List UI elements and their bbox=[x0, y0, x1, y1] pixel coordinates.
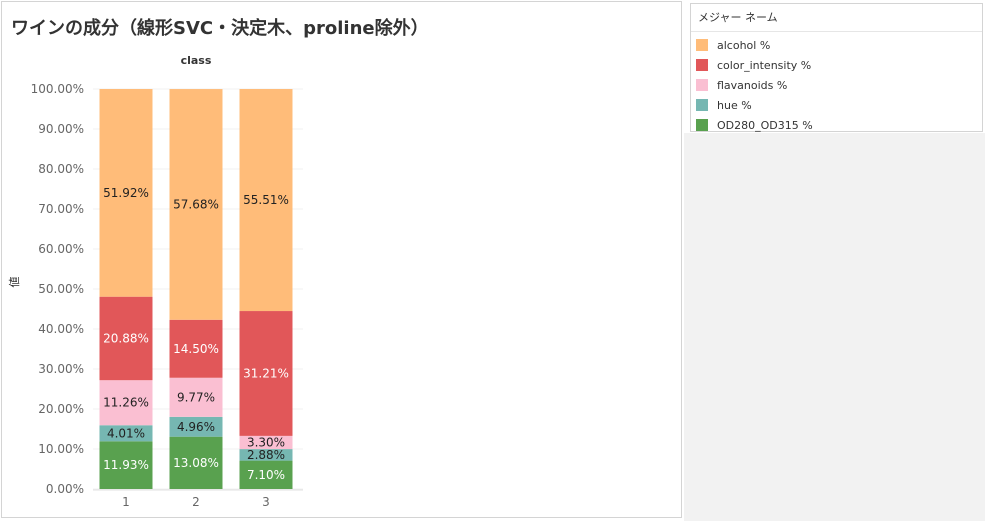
legend-swatch bbox=[696, 119, 708, 131]
data-label: 13.08% bbox=[173, 456, 219, 470]
legend-item-hue[interactable]: hue % bbox=[691, 95, 982, 115]
column-header: class bbox=[181, 54, 212, 67]
legend-label: alcohol % bbox=[717, 38, 771, 52]
legend-swatch bbox=[696, 99, 708, 111]
y-tick-label: 60.00% bbox=[38, 242, 84, 256]
data-label: 51.92% bbox=[103, 186, 149, 200]
y-tick-label: 0.00% bbox=[46, 482, 84, 496]
data-label: 9.77% bbox=[177, 390, 215, 404]
bar-segment bbox=[169, 319, 223, 378]
data-label: 31.21% bbox=[243, 366, 289, 380]
data-label: 57.68% bbox=[173, 197, 219, 211]
stacked-bar-chart: 0.00% 10.00% 20.00% 30.00% 40.00% 50.00% 60.00… bbox=[8, 54, 303, 509]
x-tick-label: 3 bbox=[262, 495, 270, 509]
y-tick-label: 20.00% bbox=[38, 402, 84, 416]
y-tick-label: 10.00% bbox=[38, 442, 84, 456]
bar-segment bbox=[169, 89, 223, 320]
legend-item-od280-od315[interactable]: OD280_OD315 % bbox=[691, 115, 982, 135]
legend-label: color_intensity % bbox=[717, 58, 812, 72]
legend-swatch bbox=[696, 79, 708, 91]
y-tick-label: 90.00% bbox=[38, 122, 84, 136]
bar-segment bbox=[239, 311, 293, 436]
bar-segment bbox=[99, 425, 153, 442]
bar-segment bbox=[239, 460, 293, 489]
bar-segment bbox=[239, 435, 293, 450]
legend-item-alcohol[interactable]: alcohol % bbox=[691, 35, 982, 55]
y-axis-title: 値 bbox=[8, 277, 21, 288]
legend-label: flavanoids % bbox=[717, 78, 788, 92]
y-tick-label: 40.00% bbox=[38, 322, 84, 336]
y-tick-label: 50.00% bbox=[38, 282, 84, 296]
y-tick-label: 100.00% bbox=[31, 82, 84, 96]
legend: メジャー ネーム alcohol % color_intensity % fla… bbox=[690, 3, 983, 132]
bar-segment bbox=[239, 89, 293, 312]
bar-segment bbox=[99, 296, 153, 381]
x-tick-label: 2 bbox=[192, 495, 200, 509]
data-label: 2.88% bbox=[247, 448, 285, 462]
x-tick-label: 1 bbox=[122, 495, 130, 509]
data-label: 4.96% bbox=[177, 420, 215, 434]
data-label: 3.30% bbox=[247, 435, 285, 449]
legend-item-color-intensity[interactable]: color_intensity % bbox=[691, 55, 982, 75]
chart-title: ワインの成分（線形SVC・決定木、proline除外） bbox=[11, 18, 429, 39]
legend-swatch bbox=[696, 39, 708, 51]
legend-swatch bbox=[696, 59, 708, 71]
data-label: 4.01% bbox=[107, 426, 145, 440]
data-label: 7.10% bbox=[247, 468, 285, 482]
legend-label: OD280_OD315 % bbox=[717, 118, 813, 132]
y-tick-label: 80.00% bbox=[38, 162, 84, 176]
bar-segment bbox=[239, 449, 293, 461]
y-tick-label: 70.00% bbox=[38, 202, 84, 216]
bar-segment bbox=[169, 436, 223, 489]
bar-segment bbox=[99, 89, 153, 297]
data-label: 11.26% bbox=[103, 396, 149, 410]
legend-item-flavanoids[interactable]: flavanoids % bbox=[691, 75, 982, 95]
sidebar-background bbox=[684, 133, 985, 521]
data-label: 55.51% bbox=[243, 193, 289, 207]
data-label: 14.50% bbox=[173, 342, 219, 356]
bar-segment bbox=[99, 380, 153, 426]
y-tick-label: 30.00% bbox=[38, 362, 84, 376]
bar-segment bbox=[99, 441, 153, 489]
bar-segment bbox=[169, 377, 223, 417]
bar-segment bbox=[169, 416, 223, 437]
legend-list: alcohol % color_intensity % flavanoids %… bbox=[691, 32, 982, 135]
data-label: 11.93% bbox=[103, 458, 149, 472]
legend-label: hue % bbox=[717, 98, 752, 112]
data-label: 20.88% bbox=[103, 331, 149, 345]
legend-title: メジャー ネーム bbox=[691, 4, 982, 32]
